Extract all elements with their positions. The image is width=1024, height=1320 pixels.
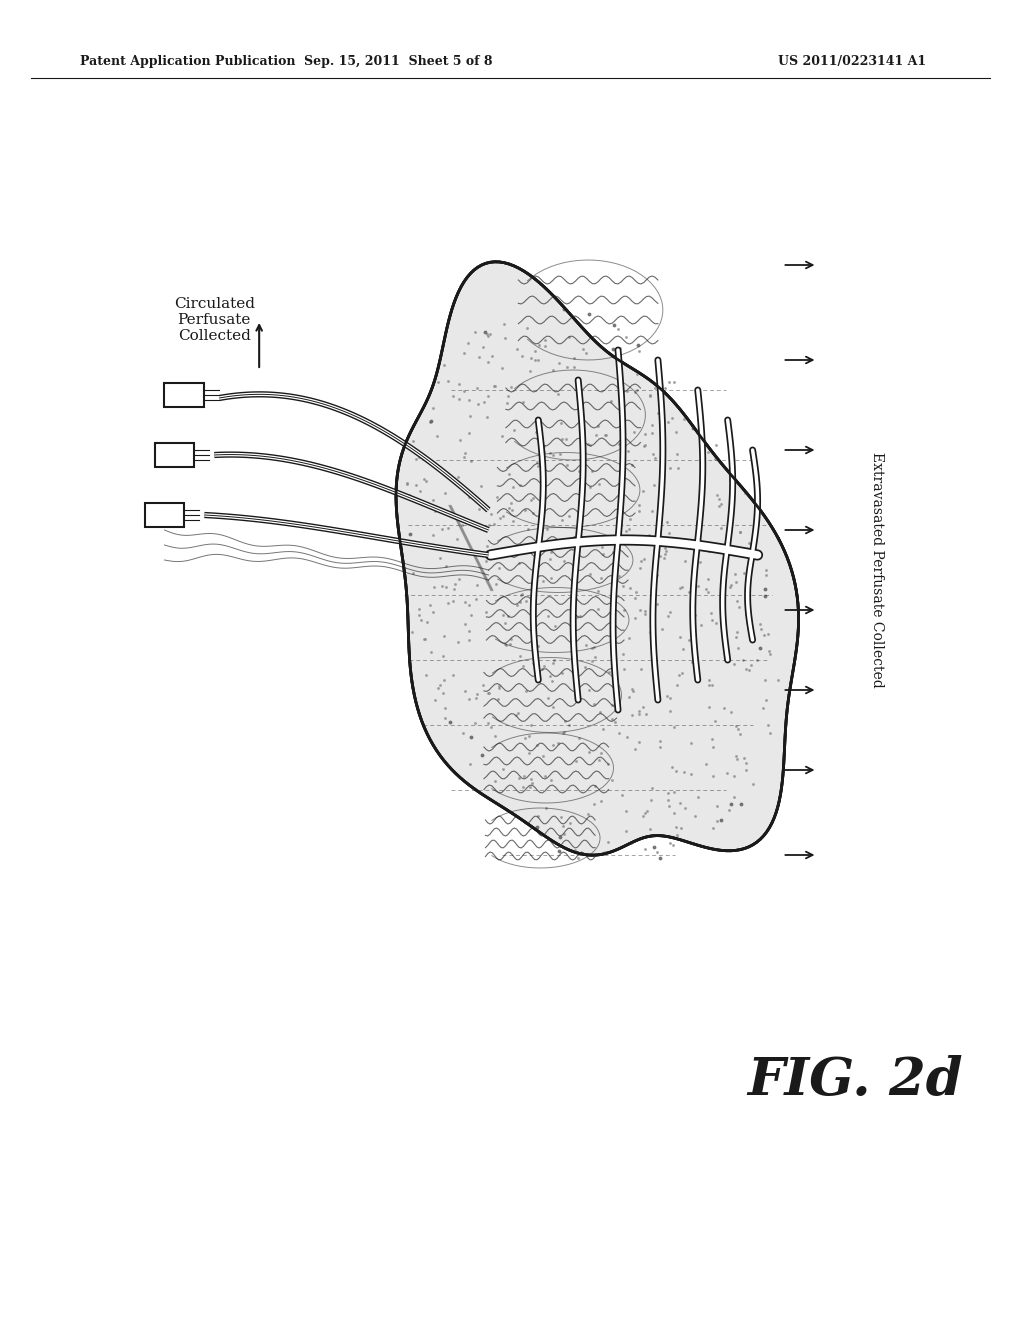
Text: Sep. 15, 2011  Sheet 5 of 8: Sep. 15, 2011 Sheet 5 of 8 <box>304 55 493 69</box>
FancyBboxPatch shape <box>144 503 184 527</box>
Polygon shape <box>396 261 799 855</box>
Text: Extravasated Perfusate Collected: Extravasated Perfusate Collected <box>870 453 884 688</box>
Text: FIG. 2d: FIG. 2d <box>748 1055 964 1106</box>
Text: Circulated
Perfusate
Collected: Circulated Perfusate Collected <box>174 297 255 343</box>
FancyBboxPatch shape <box>165 383 205 407</box>
FancyBboxPatch shape <box>155 444 195 467</box>
Text: Patent Application Publication: Patent Application Publication <box>80 55 295 69</box>
Text: US 2011/0223141 A1: US 2011/0223141 A1 <box>777 55 926 69</box>
